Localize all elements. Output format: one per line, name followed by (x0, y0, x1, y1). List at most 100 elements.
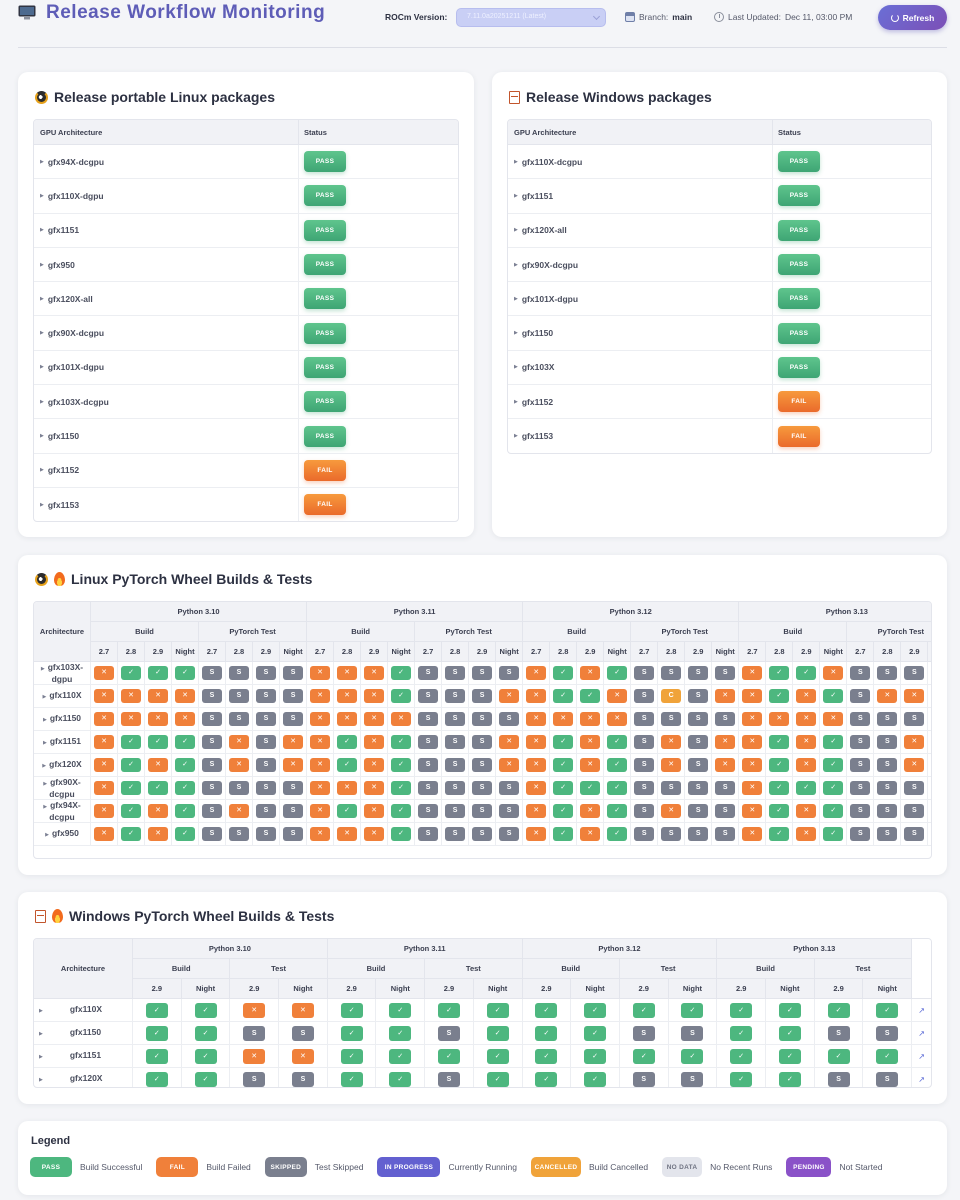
status-chip[interactable]: ✕ (364, 689, 385, 703)
status-chip[interactable]: ✕ (526, 781, 547, 795)
status-badge[interactable]: FAIL (778, 391, 820, 413)
status-chip[interactable]: ✓ (632, 1002, 655, 1018)
status-chip[interactable]: ✕ (526, 735, 547, 749)
arch-cell[interactable]: ▶ gfx120X (34, 1067, 133, 1087)
status-chip[interactable]: ✕ (715, 689, 736, 703)
external-link-icon[interactable]: ↗ (918, 1051, 925, 1061)
status-chip[interactable]: S (715, 666, 736, 680)
status-chip[interactable]: ✕ (243, 1048, 266, 1064)
status-chip[interactable]: ✓ (391, 827, 412, 841)
status-chip[interactable]: S (877, 781, 898, 795)
status-chip[interactable]: S (202, 827, 222, 841)
status-chip[interactable]: ✓ (121, 804, 141, 818)
status-chip[interactable]: ✕ (148, 827, 168, 841)
status-chip[interactable]: S (256, 781, 276, 795)
status-chip[interactable]: ✓ (823, 827, 844, 841)
table-row[interactable]: ▶ gfx103X-dcgpu PASS (34, 385, 458, 420)
status-chip[interactable]: S (715, 712, 736, 726)
status-chip[interactable]: ✓ (175, 804, 195, 818)
status-chip[interactable]: ✓ (337, 735, 358, 749)
status-chip[interactable]: ✓ (194, 1002, 217, 1018)
table-row[interactable]: ▶ gfx1150 PASS (508, 316, 931, 351)
status-chip[interactable]: S (202, 689, 222, 703)
status-chip[interactable]: S (445, 804, 466, 818)
expand-caret-icon[interactable]: ▶ (42, 717, 47, 723)
status-chip[interactable]: ✕ (364, 758, 385, 772)
expand-caret-icon[interactable]: ▶ (514, 227, 518, 234)
linux-pytorch-table-wrap[interactable]: Architecture Python 3.10 Python 3.11 Python… (33, 601, 932, 859)
status-chip[interactable]: S (688, 804, 709, 818)
status-chip[interactable]: ✕ (310, 735, 331, 749)
status-chip[interactable]: ✓ (438, 1002, 461, 1018)
expand-caret-icon[interactable]: ▶ (40, 261, 44, 268)
status-chip[interactable]: S (283, 804, 304, 818)
status-chip[interactable]: ✕ (580, 666, 601, 680)
status-chip[interactable]: ✕ (526, 666, 547, 680)
status-chip[interactable]: S (850, 804, 871, 818)
status-chip[interactable]: ✓ (553, 735, 574, 749)
status-chip[interactable]: ✕ (499, 689, 520, 703)
status-chip[interactable]: ✕ (364, 735, 385, 749)
status-chip[interactable]: S (850, 689, 871, 703)
status-chip[interactable]: ✓ (535, 1048, 558, 1064)
status-chip[interactable]: ✓ (769, 827, 790, 841)
status-chip[interactable]: S (472, 804, 493, 818)
status-chip[interactable]: S (904, 804, 925, 818)
status-chip[interactable]: ✓ (769, 781, 790, 795)
status-chip[interactable]: ✕ (229, 735, 249, 749)
status-chip[interactable]: ✕ (94, 712, 114, 726)
table-row[interactable]: ▶ gfx90X-dcgpu PASS (34, 316, 458, 351)
status-chip[interactable]: S (283, 666, 304, 680)
expand-caret-icon[interactable]: ▶ (42, 694, 47, 700)
expand-caret-icon[interactable]: ▶ (42, 740, 47, 746)
status-chip[interactable]: S (877, 758, 898, 772)
status-chip[interactable]: ✕ (526, 689, 547, 703)
status-badge[interactable]: PASS (304, 356, 346, 378)
status-chip[interactable]: ✓ (391, 758, 412, 772)
status-chip[interactable]: ✓ (175, 781, 195, 795)
refresh-button[interactable]: Refresh (878, 5, 947, 30)
status-chip[interactable]: S (931, 689, 932, 703)
status-chip[interactable]: ✕ (121, 712, 141, 726)
status-chip[interactable]: S (661, 781, 682, 795)
status-chip[interactable]: S (877, 804, 898, 818)
status-chip[interactable]: ✓ (145, 1048, 168, 1064)
status-chip[interactable]: S (438, 1025, 461, 1041)
status-chip[interactable]: S (931, 758, 932, 772)
status-chip[interactable]: ✕ (175, 689, 195, 703)
status-chip[interactable]: S (634, 689, 655, 703)
status-chip[interactable]: ✕ (499, 758, 520, 772)
status-chip[interactable]: ✓ (486, 1025, 509, 1041)
status-chip[interactable]: ✕ (580, 758, 601, 772)
expand-caret-icon[interactable]: ▶ (40, 295, 44, 302)
status-chip[interactable]: ✕ (229, 758, 249, 772)
status-chip[interactable]: S (472, 827, 493, 841)
status-chip[interactable]: S (445, 827, 466, 841)
status-chip[interactable]: S (291, 1071, 314, 1087)
status-chip[interactable]: S (256, 712, 276, 726)
status-chip[interactable]: ✕ (175, 712, 195, 726)
status-chip[interactable]: ✕ (742, 758, 763, 772)
status-chip[interactable]: ✓ (607, 804, 628, 818)
status-chip[interactable]: ✕ (769, 712, 790, 726)
status-chip[interactable]: ✓ (769, 689, 790, 703)
arch-cell[interactable]: ▶ gfx1150 (34, 707, 91, 731)
status-chip[interactable]: ✕ (310, 804, 331, 818)
status-chip[interactable]: ✓ (553, 689, 574, 703)
status-chip[interactable]: ✕ (823, 666, 844, 680)
status-chip[interactable]: ✓ (535, 1002, 558, 1018)
status-chip[interactable]: S (681, 1071, 704, 1087)
status-badge[interactable]: PASS (304, 254, 346, 276)
status-chip[interactable]: ✓ (175, 827, 195, 841)
status-chip[interactable]: ✓ (175, 735, 195, 749)
status-badge[interactable]: PASS (778, 288, 820, 310)
status-chip[interactable]: S (445, 666, 466, 680)
table-row[interactable]: ▶ gfx120X-all PASS (34, 282, 458, 317)
status-chip[interactable]: ✕ (796, 758, 817, 772)
status-chip[interactable]: ✓ (340, 1071, 363, 1087)
status-chip[interactable]: ✕ (310, 781, 331, 795)
status-chip[interactable]: S (850, 735, 871, 749)
status-chip[interactable]: S (499, 804, 520, 818)
status-chip[interactable]: ✕ (661, 758, 682, 772)
status-chip[interactable]: ✕ (742, 735, 763, 749)
